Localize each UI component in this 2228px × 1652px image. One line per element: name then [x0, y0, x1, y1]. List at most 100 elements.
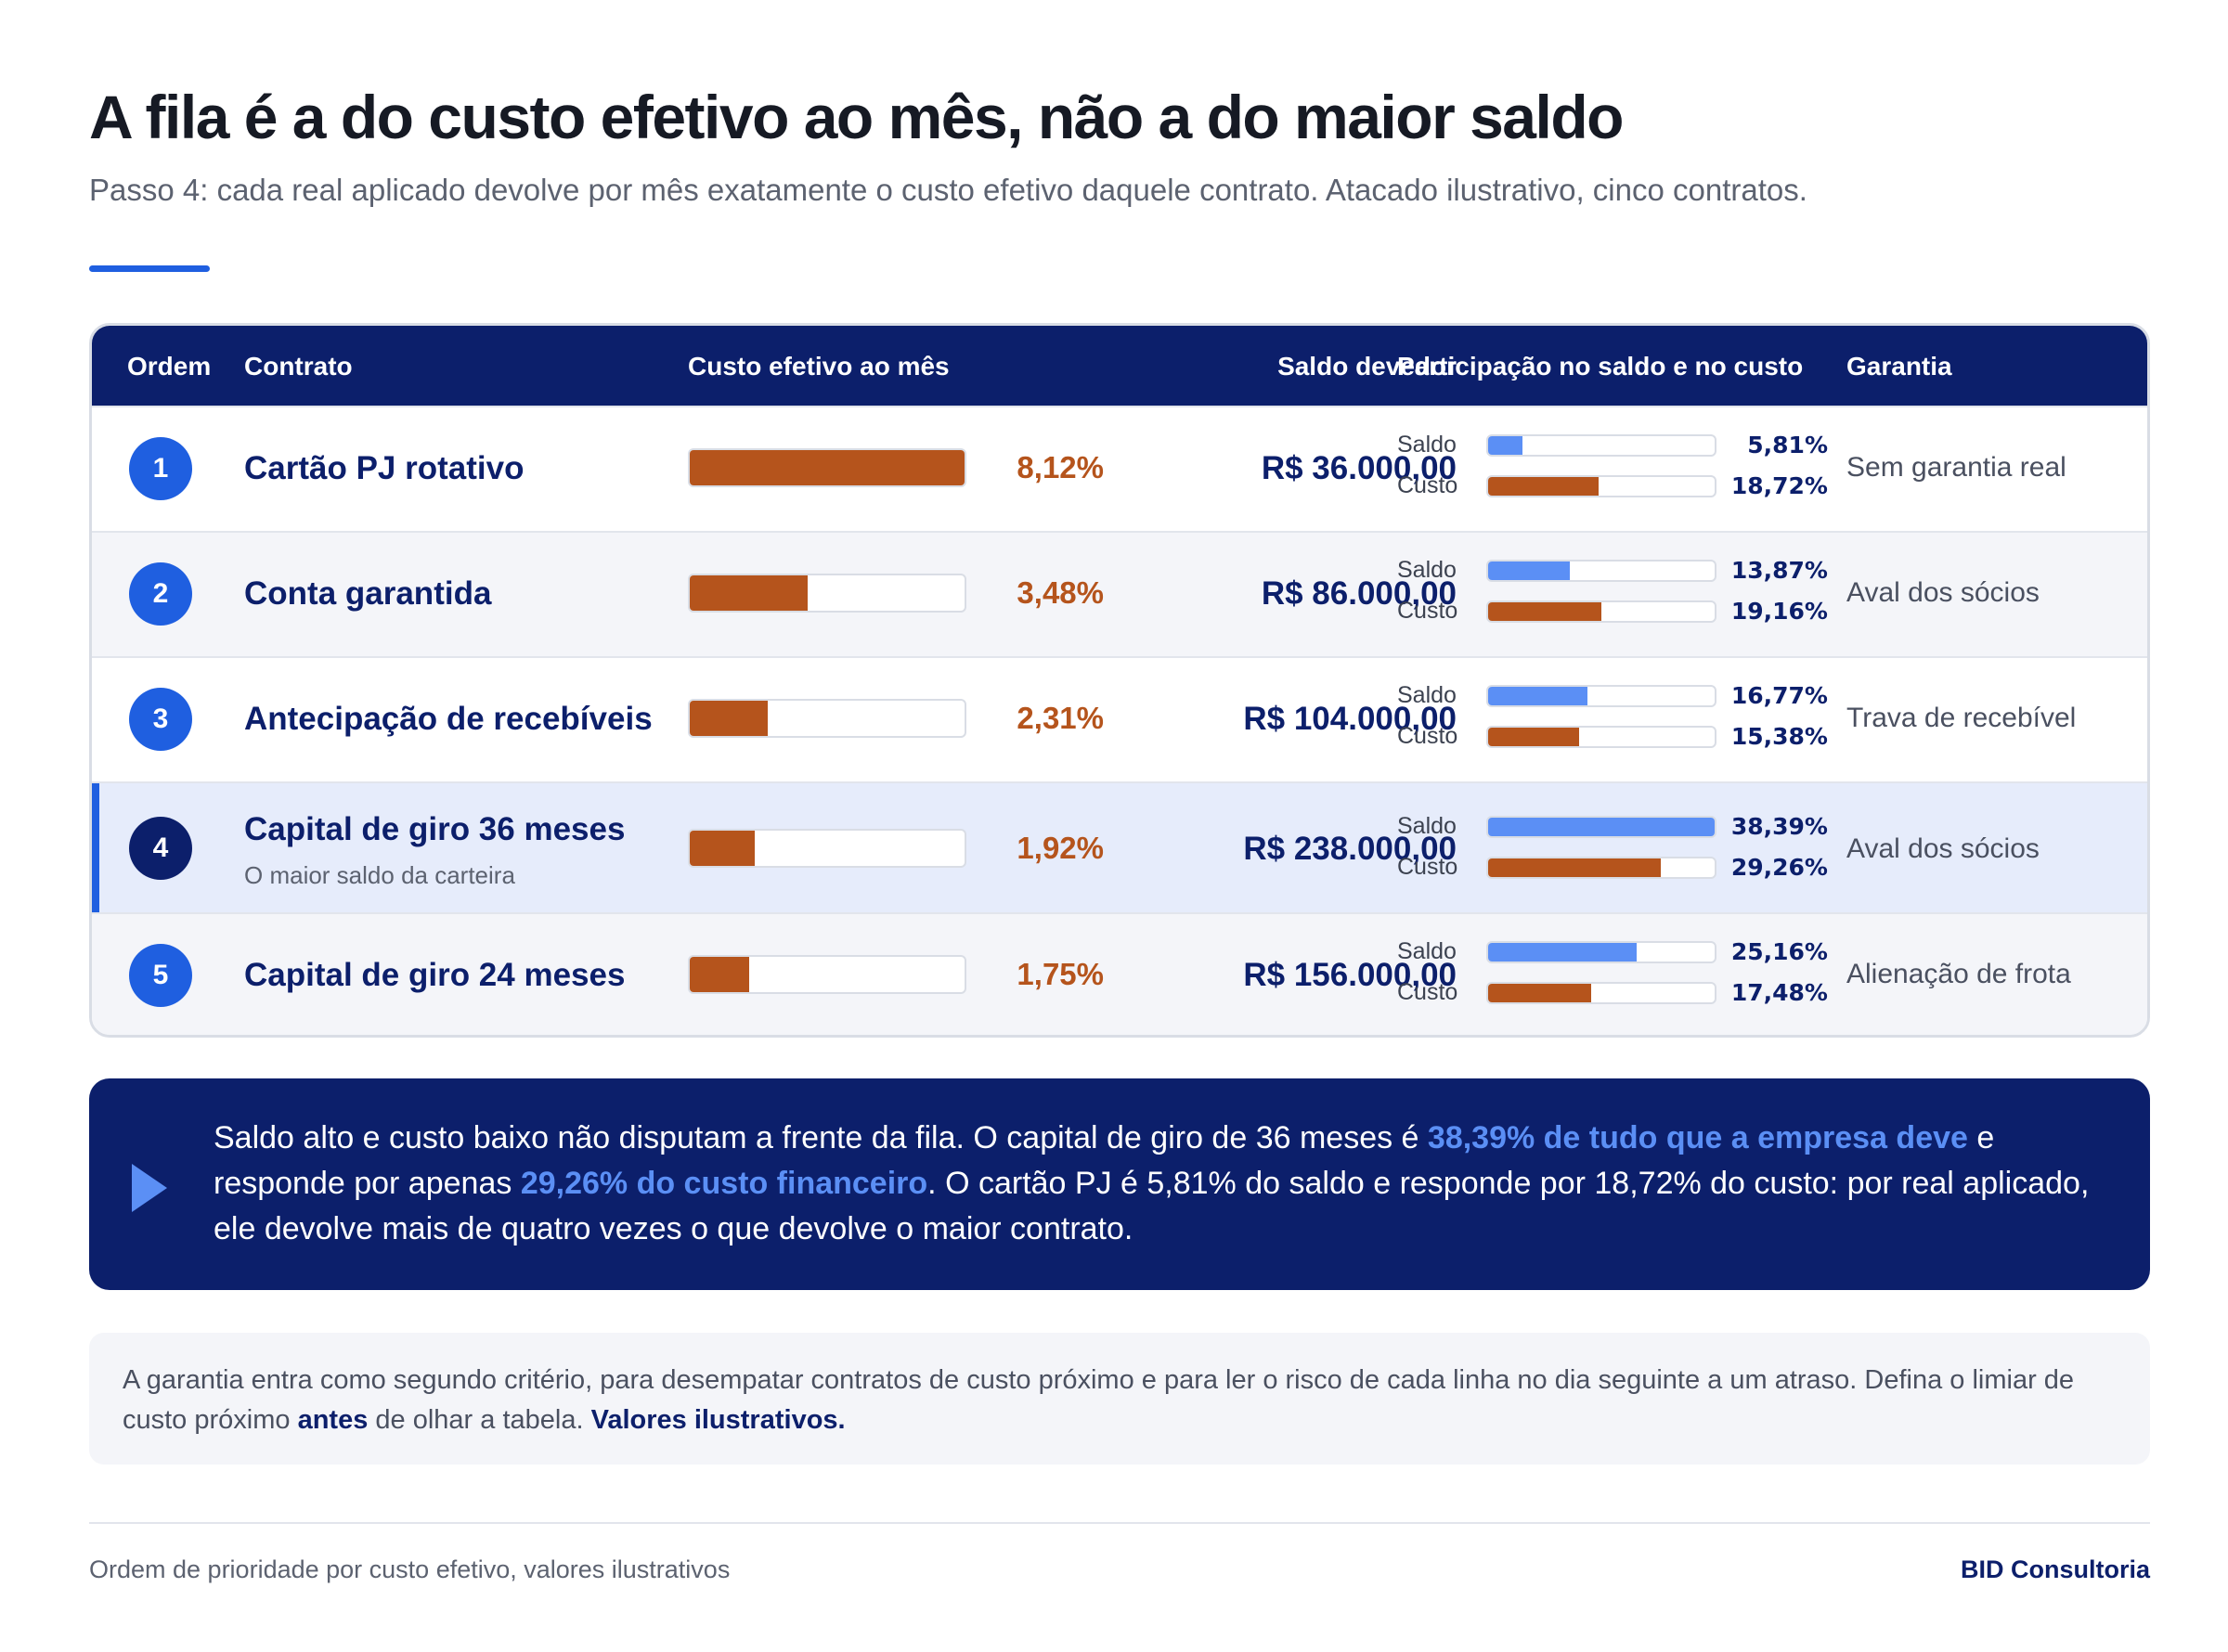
footer-brand: BID Consultoria	[1960, 1555, 2150, 1583]
share-custo-value: 29,26%	[1730, 854, 1828, 881]
page-title: A fila é a do custo efetivo ao mês, não …	[89, 83, 1624, 151]
share-saldo-bar	[1486, 560, 1716, 582]
callout-highlight-2: 29,26% do custo financeiro	[520, 1166, 928, 1201]
guarantee: Trava de recebível	[1846, 703, 2077, 733]
share-saldo-value: 16,77%	[1730, 682, 1828, 709]
share-custo-bar	[1486, 982, 1716, 1004]
share-custo-value: 15,38%	[1730, 723, 1828, 750]
guarantee: Alienação de frota	[1846, 959, 2071, 989]
callout-text-1: Saldo alto e custo baixo não disputam a …	[214, 1120, 1428, 1155]
share-custo-fill	[1488, 477, 1599, 496]
share-custo-value: 19,16%	[1730, 598, 1828, 625]
callout-text: Saldo alto e custo baixo não disputam a …	[214, 1116, 2107, 1252]
footer-divider	[89, 1522, 2150, 1524]
share-custo-value: 18,72%	[1730, 472, 1828, 499]
share-saldo-label: Saldo	[1397, 432, 1457, 458]
header-contrato: Contrato	[244, 352, 353, 381]
share-saldo-label: Saldo	[1397, 557, 1457, 583]
balance-value: R$ 36.000,00	[1261, 450, 1457, 486]
balance-value: R$ 86.000,00	[1261, 575, 1457, 612]
order-badge: 5	[129, 944, 192, 1007]
share-saldo-value: 5,81%	[1747, 432, 1828, 458]
note-text-2: de olhar a tabela.	[368, 1405, 591, 1435]
guarantee: Aval dos sócios	[1846, 577, 2040, 608]
share-saldo-value: 38,39%	[1730, 813, 1828, 840]
balance-value: R$ 156.000,00	[1243, 957, 1457, 993]
callout-text-2: e responde por apenas	[214, 1120, 1995, 1201]
share-custo-fill	[1488, 602, 1601, 621]
header-garantia: Garantia	[1846, 352, 1952, 381]
guarantee-note: A garantia entra como segundo critério, …	[89, 1333, 2150, 1465]
contract-name: Conta garantida	[244, 575, 492, 612]
cost-value: 8,12%	[1017, 450, 1104, 484]
cost-bar-fill	[690, 701, 769, 736]
cost-bar	[688, 448, 966, 487]
contracts-table: Ordem Contrato Custo efetivo ao mês Sald…	[89, 323, 2150, 1038]
order-badge: 2	[129, 562, 192, 626]
share-saldo-value: 13,87%	[1730, 557, 1828, 584]
table-header: Ordem Contrato Custo efetivo ao mês Sald…	[92, 326, 2147, 406]
share-custo-bar	[1486, 475, 1716, 497]
share-custo-bar	[1486, 600, 1716, 623]
share-saldo-fill	[1488, 561, 1571, 580]
share-saldo-label: Saldo	[1397, 813, 1457, 839]
table-row: 3 Antecipação de recebíveis 2,31% R$ 104…	[92, 656, 2147, 781]
share-custo-fill	[1488, 858, 1661, 877]
share-custo-fill	[1488, 728, 1579, 746]
cost-bar	[688, 699, 966, 738]
contract-name: Antecipação de recebíveis	[244, 701, 653, 737]
cost-bar	[688, 829, 966, 868]
callout-highlight-1: 38,39% de tudo que a empresa deve	[1427, 1120, 1968, 1155]
share-saldo-fill	[1488, 818, 1715, 836]
share-custo-label: Custo	[1397, 979, 1458, 1005]
footer-caption: Ordem de prioridade por custo efetivo, v…	[89, 1555, 731, 1583]
contract-name: Capital de giro 36 meses	[244, 811, 626, 847]
table-row-highlighted: 4 Capital de giro 36 meses O maior saldo…	[92, 781, 2147, 912]
note-bold-2: Valores ilustrativos.	[590, 1405, 846, 1435]
share-saldo-label: Saldo	[1397, 682, 1457, 708]
guarantee: Aval dos sócios	[1846, 833, 2040, 864]
cost-value: 3,48%	[1017, 575, 1104, 610]
table-row: 1 Cartão PJ rotativo 8,12% R$ 36.000,00 …	[92, 406, 2147, 531]
callout-text-3: . O cartão PJ é 5,81% do saldo e respond…	[214, 1166, 2090, 1246]
share-custo-label: Custo	[1397, 598, 1458, 624]
order-badge: 4	[129, 817, 192, 880]
cost-bar	[688, 955, 966, 994]
cost-bar-fill	[690, 575, 808, 611]
insight-callout: Saldo alto e custo baixo não disputam a …	[89, 1078, 2150, 1290]
header-ordem: Ordem	[127, 352, 212, 381]
share-custo-label: Custo	[1397, 472, 1458, 498]
contract-name: Cartão PJ rotativo	[244, 450, 525, 486]
contract-name: Capital de giro 24 meses	[244, 957, 626, 993]
header-participacao: Participação no saldo e no custo	[1397, 352, 1804, 381]
contract-note: O maior saldo da carteira	[244, 861, 515, 889]
cost-bar-fill	[690, 450, 965, 485]
share-saldo-bar	[1486, 434, 1716, 457]
header-custo: Custo efetivo ao mês	[688, 352, 950, 381]
share-saldo-value: 25,16%	[1730, 938, 1828, 965]
table-row: 5 Capital de giro 24 meses 1,75% R$ 156.…	[92, 912, 2147, 1035]
share-saldo-fill	[1488, 436, 1522, 455]
balance-value: R$ 238.000,00	[1243, 831, 1457, 867]
play-icon	[132, 1164, 167, 1212]
order-badge: 3	[129, 688, 192, 751]
cost-bar-fill	[690, 831, 755, 866]
cost-bar-fill	[690, 957, 749, 992]
page-subtitle: Passo 4: cada real aplicado devolve por …	[89, 173, 1807, 207]
cost-value: 1,92%	[1017, 831, 1104, 865]
accent-rule	[89, 265, 210, 272]
note-bold-1: antes	[297, 1405, 369, 1435]
share-custo-bar	[1486, 726, 1716, 748]
order-badge: 1	[129, 437, 192, 500]
note-text-1: A garantia entra como segundo critério, …	[123, 1365, 2075, 1435]
cost-bar	[688, 574, 966, 613]
note-text: A garantia entra como segundo critério, …	[123, 1361, 2118, 1440]
share-custo-value: 17,48%	[1730, 979, 1828, 1006]
share-saldo-fill	[1488, 687, 1587, 705]
balance-value: R$ 104.000,00	[1243, 701, 1457, 737]
cost-value: 2,31%	[1017, 701, 1104, 735]
header-saldo: Saldo devedor	[1277, 352, 1457, 381]
share-saldo-fill	[1488, 943, 1637, 962]
share-custo-label: Custo	[1397, 854, 1458, 880]
cost-value: 1,75%	[1017, 957, 1104, 991]
